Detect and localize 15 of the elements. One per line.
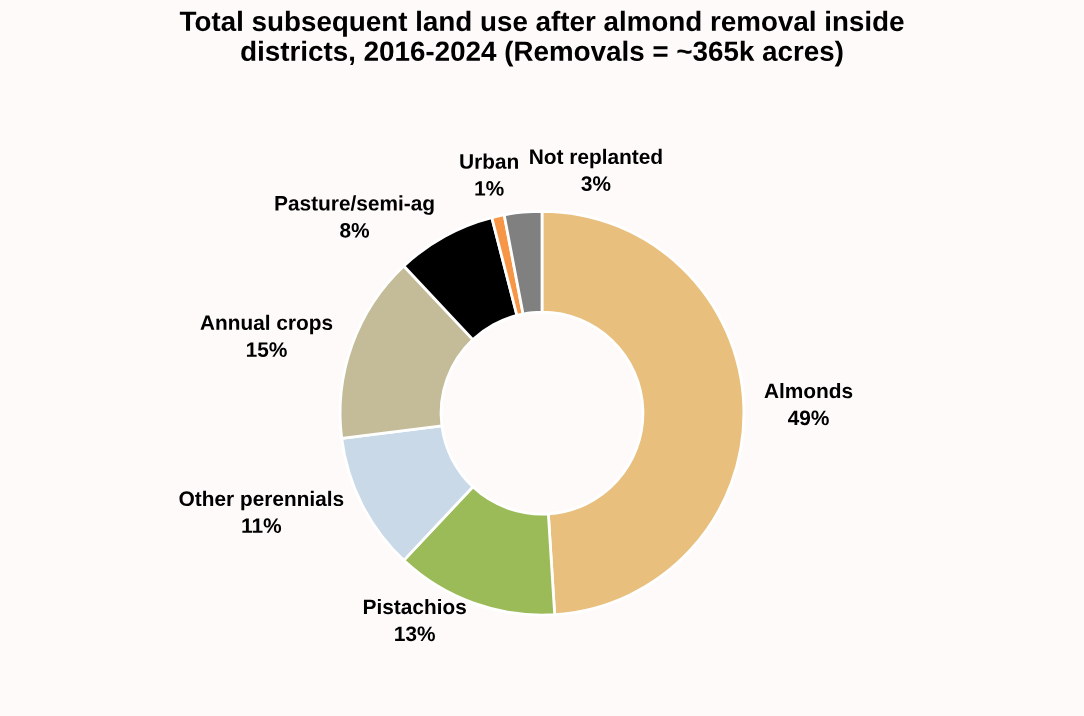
- slice-label: Pasture/semi-ag: [275, 195, 434, 215]
- data-label: 49%: [787, 410, 829, 426]
- data-label: 13%: [395, 626, 435, 642]
- slice-label: Other perennials: [179, 490, 344, 511]
- data-label: 8%: [340, 222, 370, 238]
- chart-title: Total subsequent land use after almond removal inside districts, 2016-2024 (Removals = ~365k acres): [179, 10, 904, 67]
- data-label: 3%: [581, 176, 611, 192]
- data-label: 1%: [475, 181, 504, 196]
- slice-label: Almonds: [764, 383, 853, 399]
- slice-label: Urban: [460, 153, 518, 169]
- data-label: 15%: [246, 342, 287, 358]
- slice-label: Annual crops: [200, 314, 333, 335]
- data-label: 11%: [242, 518, 282, 534]
- slice-label: Not replanted: [530, 148, 662, 169]
- slice-label: Pistachios: [363, 598, 466, 615]
